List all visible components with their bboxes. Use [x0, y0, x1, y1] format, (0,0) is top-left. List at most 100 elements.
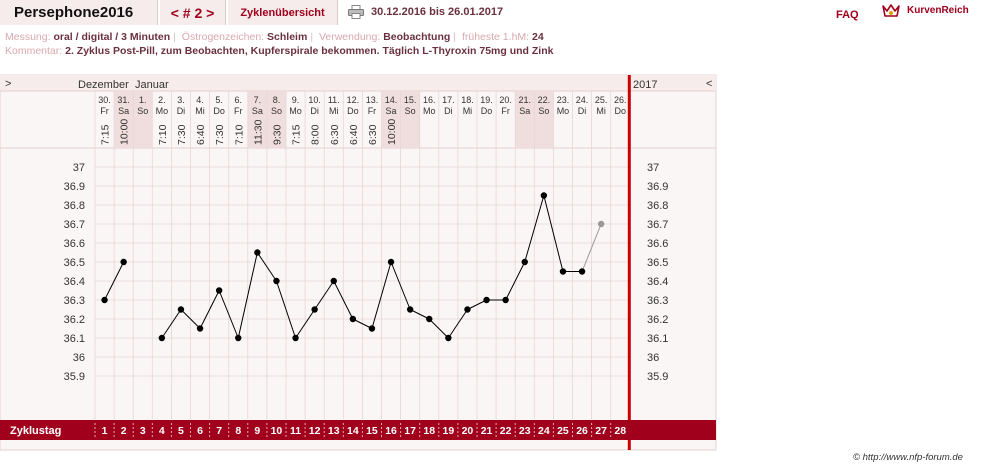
- temperature-point[interactable]: [521, 258, 528, 266]
- temperature-point[interactable]: [464, 306, 471, 313]
- username[interactable]: Persephone2016: [0, 0, 158, 25]
- temperature-point[interactable]: [273, 277, 280, 285]
- temperature-point[interactable]: [502, 296, 509, 304]
- day-weekday: Mo: [289, 106, 302, 116]
- cycle-day-number: 3: [140, 425, 146, 437]
- measurement-time: 7:15: [100, 124, 112, 145]
- temperature-point[interactable]: [406, 306, 414, 313]
- cycle-day-number: 28: [614, 425, 626, 437]
- cycle-day-number: 17: [404, 425, 416, 437]
- excluded-temperature-point[interactable]: [597, 220, 605, 228]
- day-weekday: So: [405, 106, 416, 116]
- y-tick-label: 36.9: [64, 181, 85, 193]
- faq-link[interactable]: FAQ: [836, 9, 859, 21]
- month-label: Januar: [135, 79, 169, 91]
- weekend-shading: [400, 91, 420, 148]
- cycle-overview-link[interactable]: Zyklenübersicht: [228, 0, 338, 25]
- temperature-point[interactable]: [426, 315, 433, 323]
- day-date: 17.: [442, 95, 455, 105]
- kommentar-label: Kommentar:: [5, 45, 63, 57]
- day-date: 6.: [234, 95, 242, 105]
- curve-segment: [314, 280, 335, 310]
- weekend-shading: [133, 91, 153, 148]
- temperature-point[interactable]: [254, 249, 261, 256]
- temperature-point[interactable]: [483, 296, 490, 304]
- curve-segment: [333, 280, 354, 320]
- day-date: 24.: [576, 95, 589, 105]
- messung-value: oral / digital / 3 Minuten: [53, 31, 171, 43]
- day-date: 9.: [292, 95, 300, 105]
- temperature-point[interactable]: [101, 296, 108, 304]
- brand-label[interactable]: KurvenReich: [907, 5, 969, 16]
- day-weekday: Sa: [386, 106, 397, 116]
- cycle-day-number: 18: [423, 425, 435, 437]
- y-tick-label: 36.4: [64, 276, 85, 288]
- measurement-time: 7:10: [157, 124, 169, 145]
- temperature-point[interactable]: [196, 325, 204, 332]
- y-tick-label-right: 36.4: [647, 276, 668, 288]
- temperature-point[interactable]: [578, 268, 586, 275]
- cycle-day-number: 15: [366, 425, 378, 437]
- temperature-point[interactable]: [215, 287, 223, 294]
- weekend-shading: [515, 91, 535, 148]
- curve-segment: [428, 318, 449, 339]
- cycle-day-number: 16: [385, 425, 397, 437]
- temperature-point[interactable]: [559, 268, 567, 275]
- temperature-point[interactable]: [330, 277, 337, 285]
- day-date: 4.: [196, 95, 204, 105]
- cycle-day-number: 2: [121, 425, 127, 437]
- y-tick-label-right: 36.7: [647, 219, 668, 231]
- temperature-point[interactable]: [368, 325, 376, 332]
- temperature-point[interactable]: [445, 334, 452, 342]
- temperature-point[interactable]: [158, 334, 166, 342]
- weekend-shading: [534, 91, 554, 148]
- temperature-point[interactable]: [292, 334, 299, 342]
- day-date: 31.: [117, 95, 130, 105]
- month-row: [0, 75, 716, 91]
- measurement-time: 7:10: [233, 124, 245, 145]
- temperature-point[interactable]: [349, 315, 357, 323]
- y-tick-label-right: 36.9: [647, 181, 668, 193]
- temperature-point[interactable]: [540, 192, 548, 199]
- y-tick-label-right: 37: [647, 162, 659, 174]
- day-weekday: Fr: [501, 106, 510, 116]
- kommentar-value: 2. Zyklus Post-Pill, zum Beobachten, Kup…: [65, 45, 554, 57]
- curve-segment: [237, 252, 258, 339]
- curve-segment: [390, 261, 411, 310]
- temperature-point[interactable]: [120, 258, 127, 266]
- cycle-day-number: 4: [159, 425, 165, 437]
- curve-segment: [256, 252, 277, 282]
- measurement-time: 7:30: [176, 124, 188, 145]
- verwendung-value: Beobachtung: [383, 31, 451, 43]
- curve-segment: [295, 309, 316, 339]
- y-tick-label: 35.9: [64, 371, 85, 383]
- y-tick-label-right: 36: [647, 352, 659, 364]
- day-weekday: Di: [310, 106, 319, 116]
- nav-back-arrow[interactable]: >: [5, 78, 11, 90]
- kurvenreich-logo-icon[interactable]: [881, 3, 901, 19]
- day-date: 1.: [139, 95, 147, 105]
- day-date: 21.: [518, 95, 531, 105]
- cycle-day-number: 20: [462, 425, 474, 437]
- measurement-time: 6:30: [367, 124, 379, 145]
- cycle-navigation[interactable]: < # 2 >: [160, 0, 226, 25]
- temperature-point[interactable]: [235, 334, 242, 342]
- day-date: 19.: [480, 95, 493, 105]
- weekend-shading: [247, 91, 267, 148]
- nav-forward-arrow[interactable]: <: [706, 78, 712, 90]
- day-date: 11.: [328, 95, 340, 105]
- day-weekday: Sa: [118, 106, 129, 116]
- date-range: 30.12.2016 bis 26.01.2017: [371, 6, 504, 18]
- temperature-point[interactable]: [177, 306, 185, 313]
- measurement-time: 8:00: [310, 124, 322, 145]
- measurement-info: Messung: oral / digital / 3 Minuten | Öst…: [5, 31, 544, 43]
- curve-segment: [447, 309, 468, 339]
- curve-segment: [371, 261, 392, 329]
- printer-icon[interactable]: [348, 5, 364, 19]
- temperature-point[interactable]: [311, 306, 318, 313]
- temperature-point[interactable]: [387, 258, 395, 266]
- measurement-time: 9:30: [271, 124, 283, 145]
- day-weekday: Sa: [252, 106, 263, 116]
- measurement-time: 6:40: [195, 124, 207, 145]
- cycle-day-number: 1: [102, 425, 108, 437]
